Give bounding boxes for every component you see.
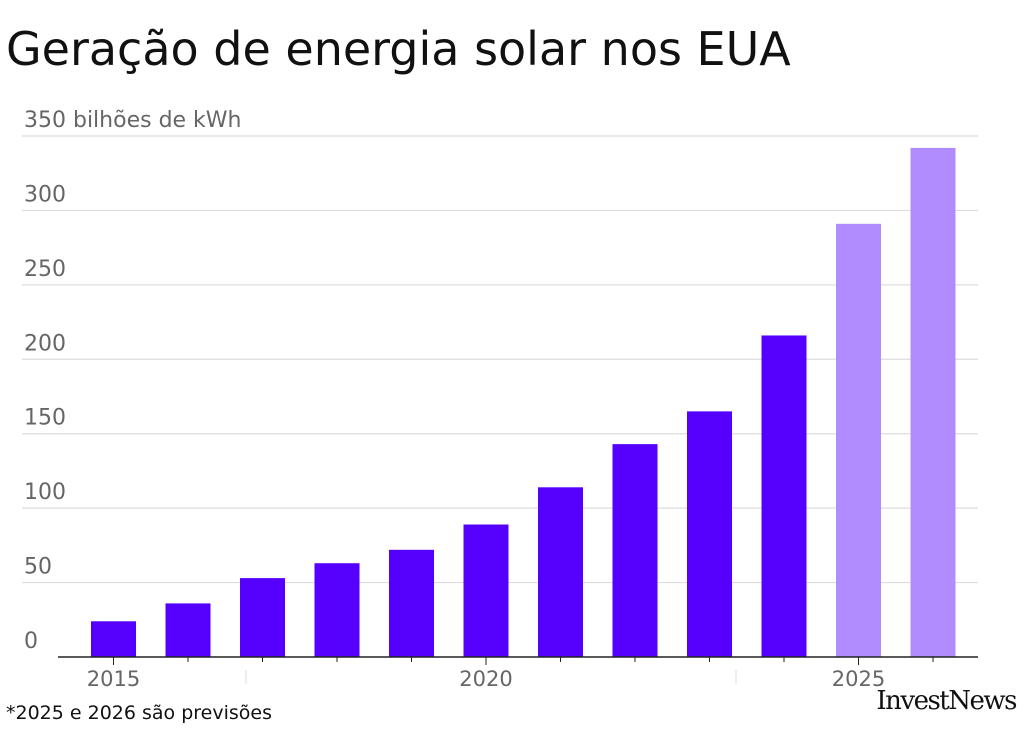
y-tick-label: 300 bbox=[24, 182, 66, 207]
y-tick-label: 100 bbox=[24, 480, 66, 505]
tick-labels: 0 50 100 150 200 250 300 350 bilhões de kWh 2015… bbox=[24, 108, 885, 691]
x-tick-label: 2020 bbox=[459, 667, 512, 691]
y-tick-label: 200 bbox=[24, 331, 66, 356]
x-tick-label: 2015 bbox=[87, 667, 140, 691]
forecast-footnote: *2025 e 2026 são previsões bbox=[6, 702, 272, 724]
bars bbox=[91, 147, 956, 657]
bar-2016 bbox=[165, 603, 211, 657]
bar-2025 bbox=[836, 223, 881, 657]
x-tick-label: 2025 bbox=[832, 667, 885, 691]
gridlines bbox=[22, 135, 978, 584]
bar-2026 bbox=[910, 147, 956, 657]
x-axis bbox=[58, 656, 978, 684]
bar-2018 bbox=[314, 563, 360, 657]
chart-title: Geração de energia solar nos EUA bbox=[6, 22, 791, 76]
y-tick-label: 150 bbox=[24, 406, 66, 431]
bar-2020 bbox=[463, 524, 509, 657]
bar-2015 bbox=[91, 621, 136, 657]
bar-2017 bbox=[240, 578, 285, 657]
y-tick-label: 0 bbox=[24, 629, 38, 654]
bar-2022 bbox=[612, 444, 658, 657]
y-tick-label: 250 bbox=[24, 257, 66, 282]
y-tick-label: 350 bilhões de kWh bbox=[24, 108, 242, 133]
bar-2021 bbox=[538, 487, 583, 657]
y-tick-label: 50 bbox=[24, 555, 52, 580]
investnews-logo: InvestNews bbox=[876, 686, 1017, 716]
bar-2019 bbox=[389, 549, 434, 657]
bar-2024 bbox=[761, 335, 807, 657]
bar-2023 bbox=[687, 411, 732, 657]
